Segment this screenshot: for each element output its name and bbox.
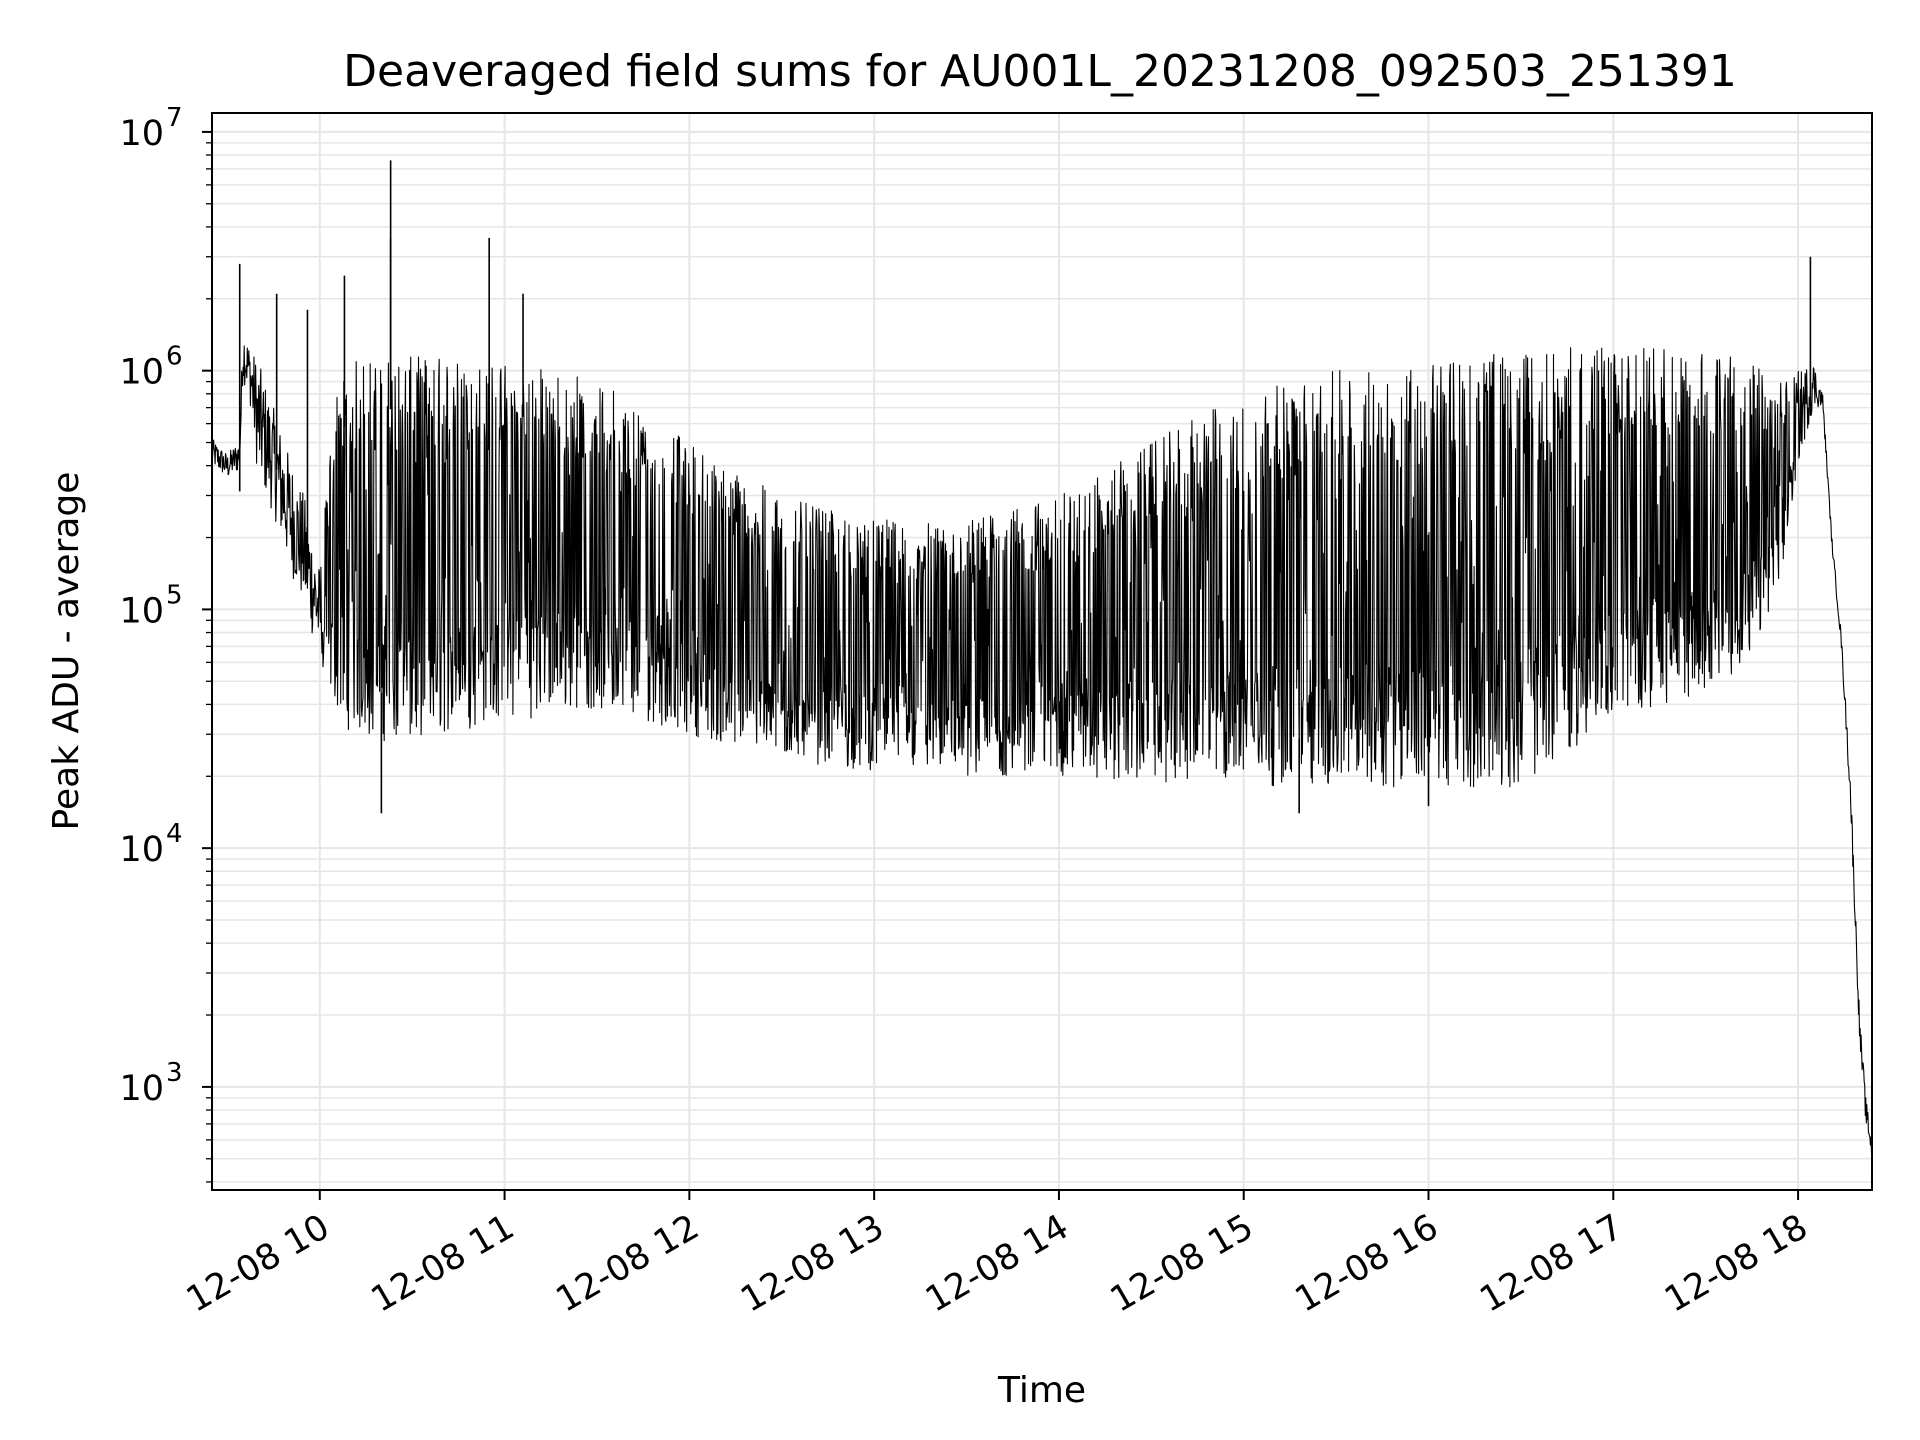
y-tick-label-exponent: 4 [166, 819, 183, 849]
y-tick-label: 10 [119, 830, 164, 870]
y-axis-label: Peak ADU - average [46, 472, 87, 831]
y-tick-label-exponent: 7 [166, 103, 183, 133]
chart-title: Deaveraged field sums for AU001L_2023120… [343, 46, 1737, 97]
y-tick-label-base: 10 [119, 830, 164, 870]
y-tick-label: 10 [119, 591, 164, 631]
y-tick-label-base: 10 [119, 353, 164, 393]
y-tick-label-base: 10 [119, 1069, 164, 1109]
y-tick-label-exponent: 6 [166, 342, 183, 372]
y-tick-label: 10 [119, 353, 164, 393]
series-line [211, 345, 1873, 1154]
y-tick-label-exponent: 3 [166, 1058, 183, 1088]
y-tick-label-base: 10 [119, 114, 164, 154]
y-tick-label: 10 [119, 114, 164, 154]
y-tick-label-exponent: 5 [166, 580, 183, 610]
y-tick-label: 10 [119, 1069, 164, 1109]
plot-frame [211, 112, 1873, 1191]
y-tick-label-base: 10 [119, 591, 164, 631]
x-axis-label: Time [997, 1370, 1086, 1411]
data-series-line [211, 160, 1873, 1154]
